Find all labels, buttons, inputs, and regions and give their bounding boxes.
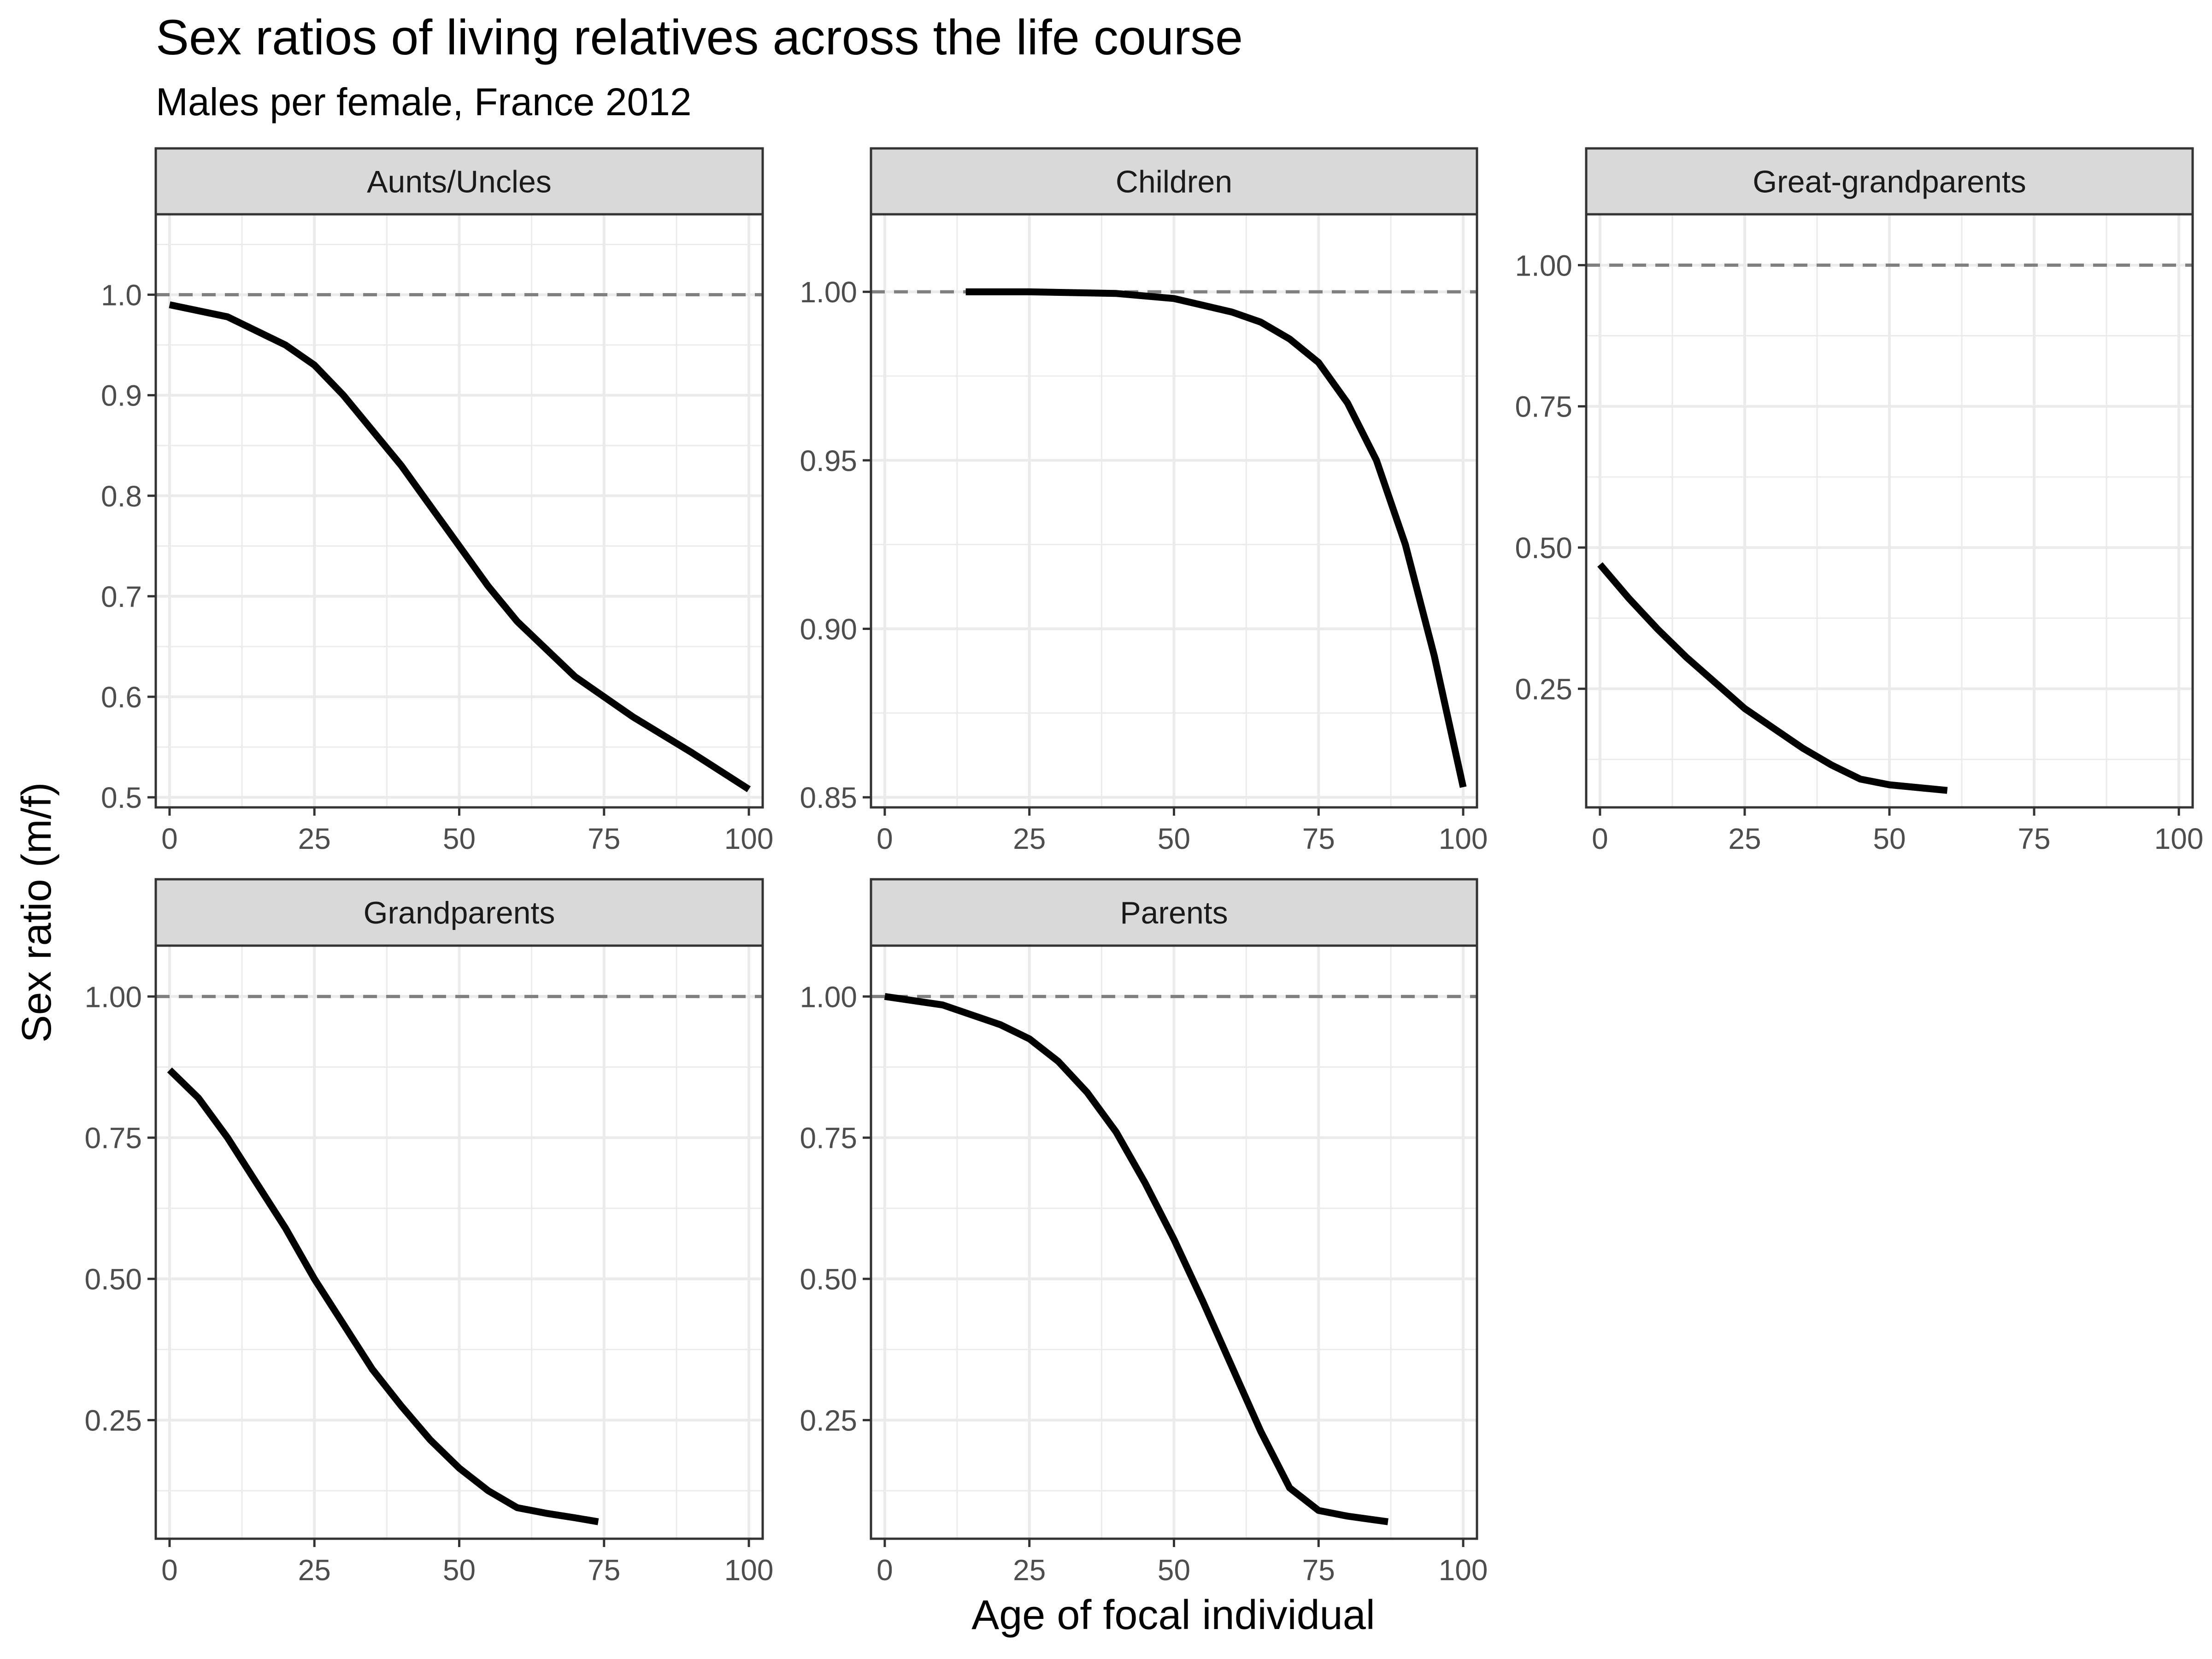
y-tick-label: 0.50 xyxy=(84,1263,142,1296)
x-tick-label: 50 xyxy=(1158,1553,1190,1587)
x-tick-label: 0 xyxy=(877,1553,893,1587)
x-tick-label: 0 xyxy=(161,822,178,855)
facet-strip-label: Children xyxy=(1116,165,1232,200)
panel-parents: Parents 0.25 0.50 0.75 1.00 0 25 50 75 100 xyxy=(800,878,1488,1587)
y-tick-label: 0.75 xyxy=(84,1122,142,1155)
y-tick-label: 0.6 xyxy=(101,681,142,714)
y-tick-label: 1.0 xyxy=(101,279,142,312)
y-tick-label: 0.90 xyxy=(800,612,857,646)
x-tick-label: 50 xyxy=(1873,822,1906,855)
y-tick-label: 0.25 xyxy=(800,1404,857,1437)
x-tick-label: 100 xyxy=(724,1553,774,1587)
panel-children: Children 0.85 0.90 0.95 1.00 0 25 50 75 100 xyxy=(800,147,1488,855)
y-tick-label: 0.50 xyxy=(1515,531,1572,565)
y-tick-label: 0.95 xyxy=(800,444,857,477)
y-tick-label: 0.50 xyxy=(800,1263,857,1296)
series-line-children xyxy=(965,288,1467,788)
x-tick-label: 75 xyxy=(2018,822,2050,855)
x-tick-label: 0 xyxy=(161,1553,178,1587)
y-tick-label: 0.75 xyxy=(1515,390,1572,424)
x-tick-label: 50 xyxy=(443,822,476,855)
facet-strip xyxy=(870,147,1478,216)
y-tick-label: 1.00 xyxy=(1515,249,1572,282)
series-line-grandparents xyxy=(167,1067,599,1525)
x-axis-title: Age of focal individual xyxy=(971,1592,1375,1638)
chart-subtitle: Males per female, France 2012 xyxy=(156,80,692,124)
facet-strip xyxy=(1585,147,2194,216)
series-line-great-grandparents xyxy=(1597,562,1948,794)
x-tick-label: 100 xyxy=(1439,1553,1488,1587)
x-tick-label: 100 xyxy=(1439,822,1488,855)
x-tick-label: 75 xyxy=(588,1553,620,1587)
y-tick-label: 1.00 xyxy=(800,980,857,1013)
panel-grandparents: Grandparents 0.25 0.50 0.75 1.00 0 25 50 75 100 xyxy=(84,878,774,1587)
series-line-aunts-uncles xyxy=(169,301,751,793)
facet-strip-label: Aunts/Uncles xyxy=(367,165,552,200)
panel-aunts-uncles: Aunts/Uncles 0.5 0.6 0.7 0.8 0.9 1.0 0 25 50 75 100 xyxy=(101,147,774,855)
y-tick-label: 1.00 xyxy=(800,276,857,309)
x-tick-label: 75 xyxy=(1302,1553,1335,1587)
x-tick-label: 25 xyxy=(298,1553,331,1587)
series-line-parents xyxy=(884,993,1388,1525)
facet-strip xyxy=(154,878,764,947)
y-tick-label: 0.85 xyxy=(800,781,857,814)
y-tick-label: 0.75 xyxy=(800,1122,857,1155)
facet-strip xyxy=(154,147,764,216)
panel-great-grandparents: Great-grandparents 0.25 0.50 0.75 1.00 0 25 50 7… xyxy=(1515,147,2204,855)
x-tick-label: 25 xyxy=(298,822,331,855)
x-tick-label: 25 xyxy=(1728,822,1761,855)
x-tick-label: 75 xyxy=(1302,822,1335,855)
facet-strip xyxy=(870,878,1478,947)
facet-strip-label: Parents xyxy=(1120,895,1228,930)
facet-strip-label: Grandparents xyxy=(364,895,555,930)
y-tick-label: 0.8 xyxy=(101,480,142,513)
x-tick-label: 100 xyxy=(724,822,774,855)
x-tick-label: 0 xyxy=(877,822,893,855)
facet-strip-label: Great-grandparents xyxy=(1753,165,2026,200)
y-tick-label: 0.7 xyxy=(101,580,142,613)
chart-title: Sex ratios of living relatives across th… xyxy=(156,9,1243,65)
x-tick-label: 0 xyxy=(1592,822,1608,855)
y-tick-label: 0.25 xyxy=(1515,673,1572,706)
x-tick-label: 25 xyxy=(1013,1553,1046,1587)
x-tick-label: 50 xyxy=(1158,822,1190,855)
y-axis-title: Sex ratio (m/f) xyxy=(14,782,60,1042)
y-tick-label: 0.5 xyxy=(101,781,142,814)
x-tick-label: 50 xyxy=(443,1553,476,1587)
y-tick-label: 0.9 xyxy=(101,379,142,412)
x-tick-label: 25 xyxy=(1013,822,1046,855)
x-tick-label: 100 xyxy=(2154,822,2204,855)
x-tick-label: 75 xyxy=(588,822,620,855)
y-tick-label: 1.00 xyxy=(84,980,142,1013)
y-tick-label: 0.25 xyxy=(84,1404,142,1437)
